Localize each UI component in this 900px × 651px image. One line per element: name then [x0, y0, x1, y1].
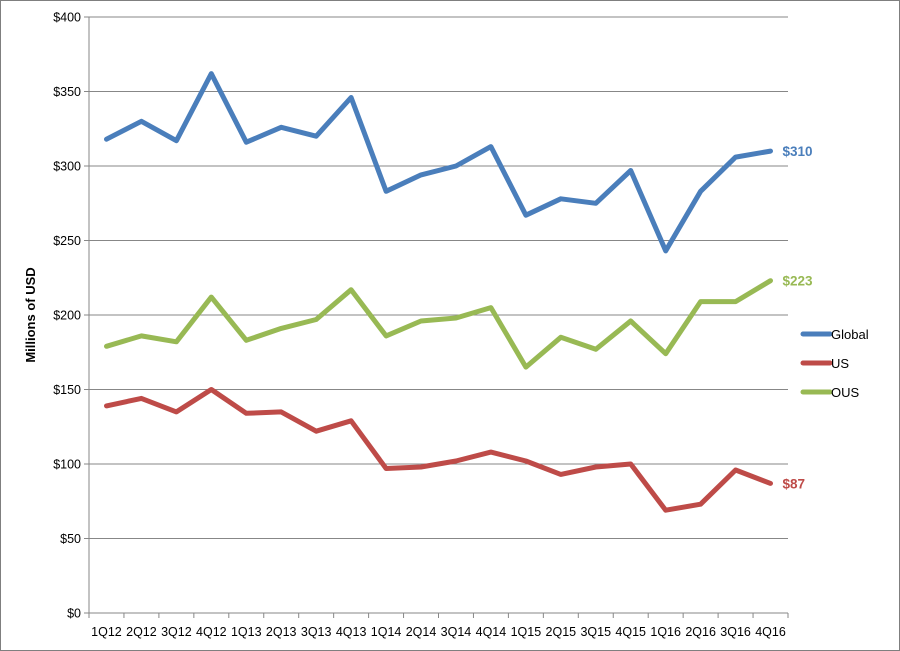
end-label-us: $87	[783, 476, 806, 491]
y-tick-label: $100	[53, 458, 81, 472]
y-tick-label: $200	[53, 309, 81, 323]
x-tick-label: 2Q13	[266, 625, 297, 639]
legend-label-ous: OUS	[831, 385, 860, 400]
x-tick-label: 1Q13	[231, 625, 262, 639]
y-tick-label: $400	[53, 11, 81, 25]
x-tick-label: 3Q14	[441, 625, 472, 639]
x-tick-label: 1Q15	[511, 625, 542, 639]
y-tick-label: $0	[67, 607, 81, 621]
x-tick-label: 3Q12	[161, 625, 192, 639]
x-tick-label: 4Q14	[476, 625, 507, 639]
series-line-global	[104, 71, 773, 254]
x-tick-label: 1Q12	[91, 625, 122, 639]
legend-label-global: Global	[831, 327, 869, 342]
legend-label-us: US	[831, 356, 849, 371]
x-tick-label: 2Q12	[126, 625, 157, 639]
end-label-global: $310	[783, 144, 813, 159]
x-tick-label: 2Q16	[685, 625, 716, 639]
x-tick-label: 4Q13	[336, 625, 367, 639]
end-labels: $310 $87 $223	[783, 144, 814, 491]
x-tick-label: 2Q15	[546, 625, 577, 639]
series-line-ous	[104, 278, 773, 370]
legend: Global US OUS	[800, 327, 869, 400]
axes: $0 $50 $100 $150 $200 $250 $300 $350 $400 1Q12 2Q1…	[53, 11, 789, 639]
y-tick-label: $150	[53, 383, 81, 397]
x-tick-label: 3Q16	[720, 625, 751, 639]
gridlines	[89, 16, 788, 539]
x-tick-label: 3Q15	[580, 625, 611, 639]
x-tick-label: 3Q13	[301, 625, 332, 639]
y-tick-label: $250	[53, 234, 81, 248]
y-axis-title: Millions of USD	[23, 267, 38, 362]
x-tick-label: 1Q14	[371, 625, 402, 639]
y-tick-label: $350	[53, 85, 81, 99]
x-tick-label: 1Q16	[650, 625, 681, 639]
x-tick-label: 2Q14	[406, 625, 437, 639]
y-tick-label: $50	[60, 532, 81, 546]
x-tick-label: 4Q12	[196, 625, 227, 639]
x-tick-label: 4Q15	[615, 625, 646, 639]
series-line-us	[104, 387, 773, 513]
end-label-ous: $223	[783, 274, 814, 289]
x-tick-label: 4Q16	[755, 625, 786, 639]
y-tick-label: $300	[53, 160, 81, 174]
series-lines	[104, 71, 773, 513]
